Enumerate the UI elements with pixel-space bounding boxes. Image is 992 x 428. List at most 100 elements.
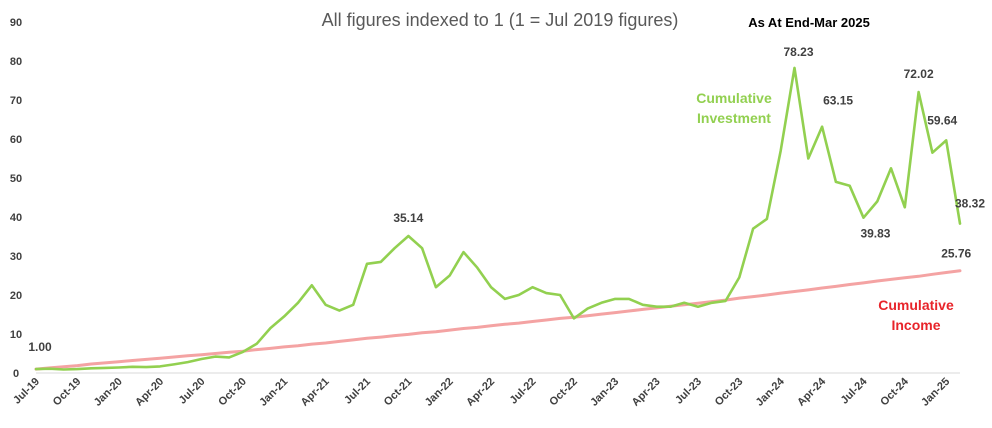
investment-point <box>393 247 396 250</box>
income-point <box>310 343 313 345</box>
investment-point <box>173 363 175 366</box>
series-group <box>34 66 962 371</box>
investment-point <box>766 218 768 220</box>
income-point <box>186 354 189 357</box>
x-tick-label: Jan-24 <box>754 375 788 409</box>
investment-point <box>903 206 906 209</box>
data-label: 25.76 <box>941 247 971 261</box>
income-point <box>338 340 341 343</box>
investment-point <box>435 286 437 289</box>
investment-point <box>76 368 79 370</box>
x-tick-label: Apr-24 <box>795 375 829 409</box>
investment-point <box>159 365 162 368</box>
income-point <box>421 331 423 334</box>
income-point <box>821 287 823 289</box>
x-tick-label: Apr-20 <box>133 376 166 409</box>
data-label: 38.32 <box>955 197 985 211</box>
investment-point <box>117 366 120 369</box>
income-point <box>462 327 465 330</box>
investment-point <box>945 139 948 142</box>
x-tick-label: Oct-23 <box>713 376 746 409</box>
x-tick-label: Jan-20 <box>92 376 125 409</box>
x-tick-label: Oct-22 <box>547 376 580 409</box>
investment-point <box>200 358 203 360</box>
investment-point <box>752 227 754 230</box>
income-point <box>393 334 396 337</box>
investment-point <box>848 184 851 187</box>
income-point <box>269 347 272 350</box>
income-series-line <box>34 269 962 371</box>
x-tick-label: Apr-23 <box>630 376 663 409</box>
y-tick-label: 30 <box>10 251 22 263</box>
income-point <box>283 346 286 348</box>
investment-point <box>48 367 51 370</box>
income-point <box>476 326 479 329</box>
income-point <box>876 280 879 282</box>
investment-point <box>793 67 796 69</box>
y-axis: 0 10 20 30 40 50 60 70 80 90 <box>10 17 22 380</box>
x-tick-label: Oct-20 <box>216 376 249 409</box>
chart-subtitle: As At End-Mar 2025 <box>748 15 870 30</box>
income-point <box>600 313 603 315</box>
x-tick-label: Oct-21 <box>382 376 415 409</box>
investment-point <box>531 286 534 289</box>
investment-point <box>255 342 258 345</box>
data-label: 1.00 <box>28 340 52 354</box>
y-tick-label: 60 <box>10 134 22 146</box>
investment-point <box>90 367 93 370</box>
investment-point <box>724 300 727 302</box>
income-series-label: Income <box>891 317 940 333</box>
investment-point <box>573 317 575 320</box>
income-point <box>766 294 768 296</box>
investment-point <box>131 365 134 368</box>
income-point <box>945 271 948 274</box>
income-point <box>559 317 561 320</box>
x-tick-label: Jan-23 <box>588 376 621 409</box>
investment-point <box>835 181 837 183</box>
data-label: 78.23 <box>783 45 813 59</box>
investment-series-label: Investment <box>697 110 771 126</box>
investment-series-line <box>34 66 962 371</box>
income-point <box>228 351 231 354</box>
investment-point <box>600 301 603 304</box>
investment-point <box>104 367 106 369</box>
income-point <box>931 273 934 276</box>
income-series-label: Cumulative <box>878 297 954 313</box>
income-point <box>435 330 437 333</box>
data-label: 59.64 <box>927 113 957 127</box>
y-tick-label: 10 <box>10 329 22 341</box>
data-label: 63.15 <box>823 94 853 108</box>
x-tick-label: Oct-19 <box>51 376 84 409</box>
x-axis: Jul-19 Oct-19 Jan-20 Apr-20 Jul-20 Oct-20 Jan-… <box>11 372 960 409</box>
y-tick-label: 20 <box>10 290 22 302</box>
income-point <box>793 290 796 293</box>
x-tick-label: Apr-22 <box>464 376 497 409</box>
income-point <box>62 365 65 368</box>
investment-point <box>186 361 189 363</box>
investment-point <box>931 151 934 154</box>
income-point <box>117 360 120 363</box>
income-point <box>407 333 410 336</box>
income-point <box>807 289 810 291</box>
income-point <box>448 329 451 331</box>
income-point <box>586 314 589 317</box>
income-point <box>614 311 617 314</box>
data-label: 72.02 <box>904 67 934 81</box>
income-point <box>255 348 258 351</box>
investment-point <box>448 274 451 277</box>
investment-point <box>476 266 479 269</box>
x-tick-label: Jan-21 <box>257 376 290 409</box>
income-point <box>862 282 865 284</box>
y-tick-label: 80 <box>10 56 22 68</box>
y-tick-label: 90 <box>10 17 22 29</box>
investment-point <box>242 351 244 353</box>
income-point <box>890 278 892 281</box>
investment-point <box>710 301 713 304</box>
investment-point <box>545 292 548 294</box>
income-point <box>628 310 630 312</box>
income-point <box>917 275 920 278</box>
income-point <box>959 269 961 272</box>
investment-point <box>324 303 327 306</box>
investment-point <box>517 294 520 296</box>
investment-point <box>614 298 617 300</box>
